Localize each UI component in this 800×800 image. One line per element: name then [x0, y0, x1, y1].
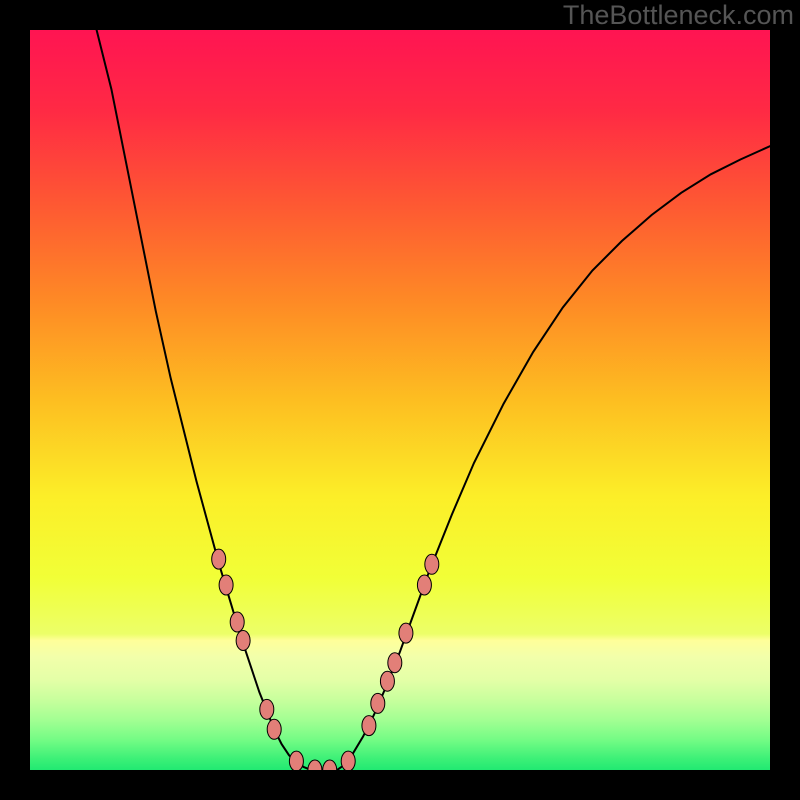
- chart-container: TheBottleneck.com: [0, 0, 800, 800]
- datapoint-marker: [260, 699, 274, 719]
- watermark-label: TheBottleneck.com: [563, 0, 794, 31]
- datapoint-marker: [230, 612, 244, 632]
- datapoint-marker: [425, 554, 439, 574]
- datapoint-marker: [417, 575, 431, 595]
- datapoint-marker: [219, 575, 233, 595]
- datapoint-marker: [399, 623, 413, 643]
- datapoint-marker: [362, 716, 376, 736]
- bottleneck-chart: [30, 30, 770, 770]
- datapoint-marker: [341, 751, 355, 770]
- datapoint-marker: [380, 671, 394, 691]
- datapoint-marker: [289, 751, 303, 770]
- datapoint-marker: [388, 653, 402, 673]
- datapoint-marker: [371, 693, 385, 713]
- datapoint-marker: [267, 719, 281, 739]
- datapoint-marker: [236, 631, 250, 651]
- datapoint-marker: [212, 549, 226, 569]
